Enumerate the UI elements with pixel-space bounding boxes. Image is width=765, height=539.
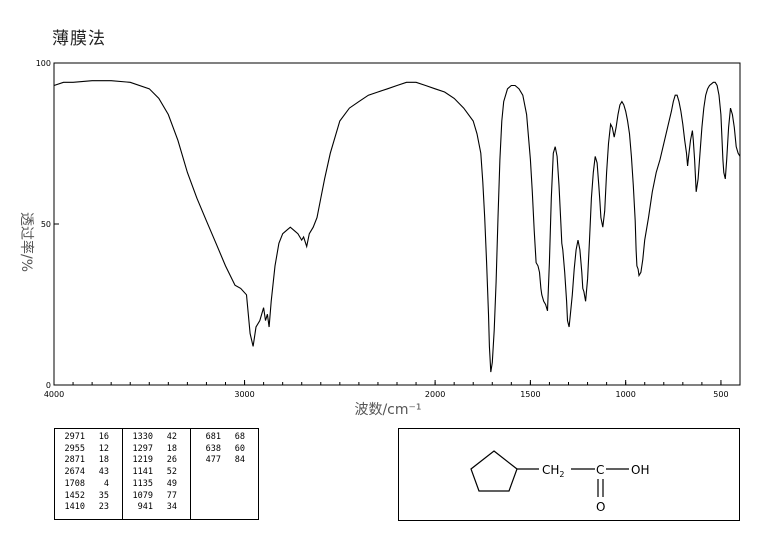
peak-wavenumber: 477: [205, 455, 221, 466]
y-tick-label: 100: [36, 59, 51, 68]
x-axis-title: 波数/cm⁻¹: [354, 402, 421, 418]
peak-wavenumber: 638: [205, 443, 221, 454]
peak-transmittance: 26: [166, 455, 177, 466]
peak-wavenumber: 681: [205, 432, 221, 442]
peak-wavenumber: 1330: [132, 432, 153, 442]
carbon-label: C: [596, 463, 604, 477]
ir-spectrum-chart: 4000 3000 2000 1500 1000 500 0 50 100 波数/cm⁻¹ 透过…: [18, 59, 741, 418]
peak-transmittance: 4: [103, 478, 109, 489]
peak-column: 2971 16 2955 12 2871 18 2674 43 1708 4 1452 35 1410 2…: [55, 429, 123, 519]
peak-row: 1079 77: [123, 491, 190, 503]
peak-row: 2971 16: [55, 432, 122, 444]
axis-tick-labels: 4000 3000 2000 1500 1000 500 0 50 100: [36, 59, 729, 399]
spectrum-line: [53, 80, 741, 373]
peak-transmittance: 18: [98, 455, 109, 466]
peak-wavenumber: 1410: [64, 502, 85, 513]
peak-row: 2674 43: [55, 467, 122, 479]
peak-row: 638 60: [191, 444, 258, 456]
peak-row: 1708 4: [55, 479, 122, 491]
method-label: 薄膜法: [52, 29, 106, 49]
peak-row: 941 34: [123, 502, 190, 514]
peak-transmittance: 77: [166, 490, 177, 501]
peak-wavenumber: 1297: [132, 443, 153, 454]
peak-transmittance: 42: [166, 432, 177, 442]
peak-transmittance: 60: [234, 443, 245, 454]
peak-row: 477 84: [191, 455, 258, 467]
peak-wavenumber: 941: [137, 502, 153, 513]
peak-transmittance: 23: [98, 502, 109, 513]
peak-column: 1330 42 1297 18 1219 26 1141 52 1135 49 1079 77 941 3…: [123, 429, 191, 519]
peak-transmittance: 16: [98, 432, 109, 442]
peak-wavenumber: 2955: [64, 443, 85, 454]
cyclopentane-ring: [470, 450, 518, 492]
peak-row: 1141 52: [123, 467, 190, 479]
peak-transmittance: 35: [98, 490, 109, 501]
peak-row: 1410 23: [55, 502, 122, 514]
peak-table: 2971 16 2955 12 2871 18 2674 43 1708 4 1452 35 1410 2…: [54, 428, 259, 520]
x-tick-label: 500: [713, 390, 728, 399]
peak-row: 1297 18: [123, 444, 190, 456]
peak-transmittance: 34: [166, 502, 177, 513]
peak-transmittance: 12: [98, 443, 109, 454]
peak-row: 681 68: [191, 432, 258, 444]
y-axis-title: 透过率/%: [18, 212, 35, 272]
peak-row: 2871 18: [55, 455, 122, 467]
peak-transmittance: 52: [166, 467, 177, 478]
peak-wavenumber: 1452: [64, 490, 85, 501]
y-tick-label: 0: [46, 381, 51, 390]
peak-wavenumber: 2871: [64, 455, 85, 466]
hydroxyl-label: OH: [631, 463, 649, 477]
peak-wavenumber: 1135: [132, 478, 153, 489]
x-tick-label: 3000: [234, 390, 254, 399]
peak-row: 1452 35: [55, 491, 122, 503]
y-tick-label: 50: [41, 220, 51, 229]
structure-box: CH2 C OH O: [398, 428, 740, 521]
peak-transmittance: 84: [234, 455, 245, 466]
cyclopentylacetic-acid-structure: CH2 C OH O: [470, 450, 649, 514]
peak-wavenumber: 1141: [132, 467, 153, 478]
peak-transmittance: 49: [166, 478, 177, 489]
x-tick-label: 1500: [520, 390, 540, 399]
peak-wavenumber: 2971: [64, 432, 85, 442]
peak-row: 1219 26: [123, 455, 190, 467]
peak-row: 1135 49: [123, 479, 190, 491]
peak-transmittance: 68: [234, 432, 245, 442]
peak-wavenumber: 1219: [132, 455, 153, 466]
x-tick-label: 1000: [615, 390, 635, 399]
axis-ticks: [53, 62, 722, 386]
peak-wavenumber: 1708: [64, 478, 85, 489]
peak-row: 1330 42: [123, 432, 190, 444]
peak-wavenumber: 1079: [132, 490, 153, 501]
peak-column: 681 68 638 60 477 84: [191, 429, 258, 519]
ch2-label: CH2: [542, 463, 565, 479]
x-tick-label: 2000: [425, 390, 445, 399]
peak-wavenumber: 2674: [64, 467, 85, 478]
peak-transmittance: 18: [166, 443, 177, 454]
carbonyl-o-label: O: [596, 500, 605, 514]
x-tick-label: 4000: [44, 390, 64, 399]
peak-transmittance: 43: [98, 467, 109, 478]
peak-row: 2955 12: [55, 444, 122, 456]
plot-frame: [53, 62, 741, 386]
